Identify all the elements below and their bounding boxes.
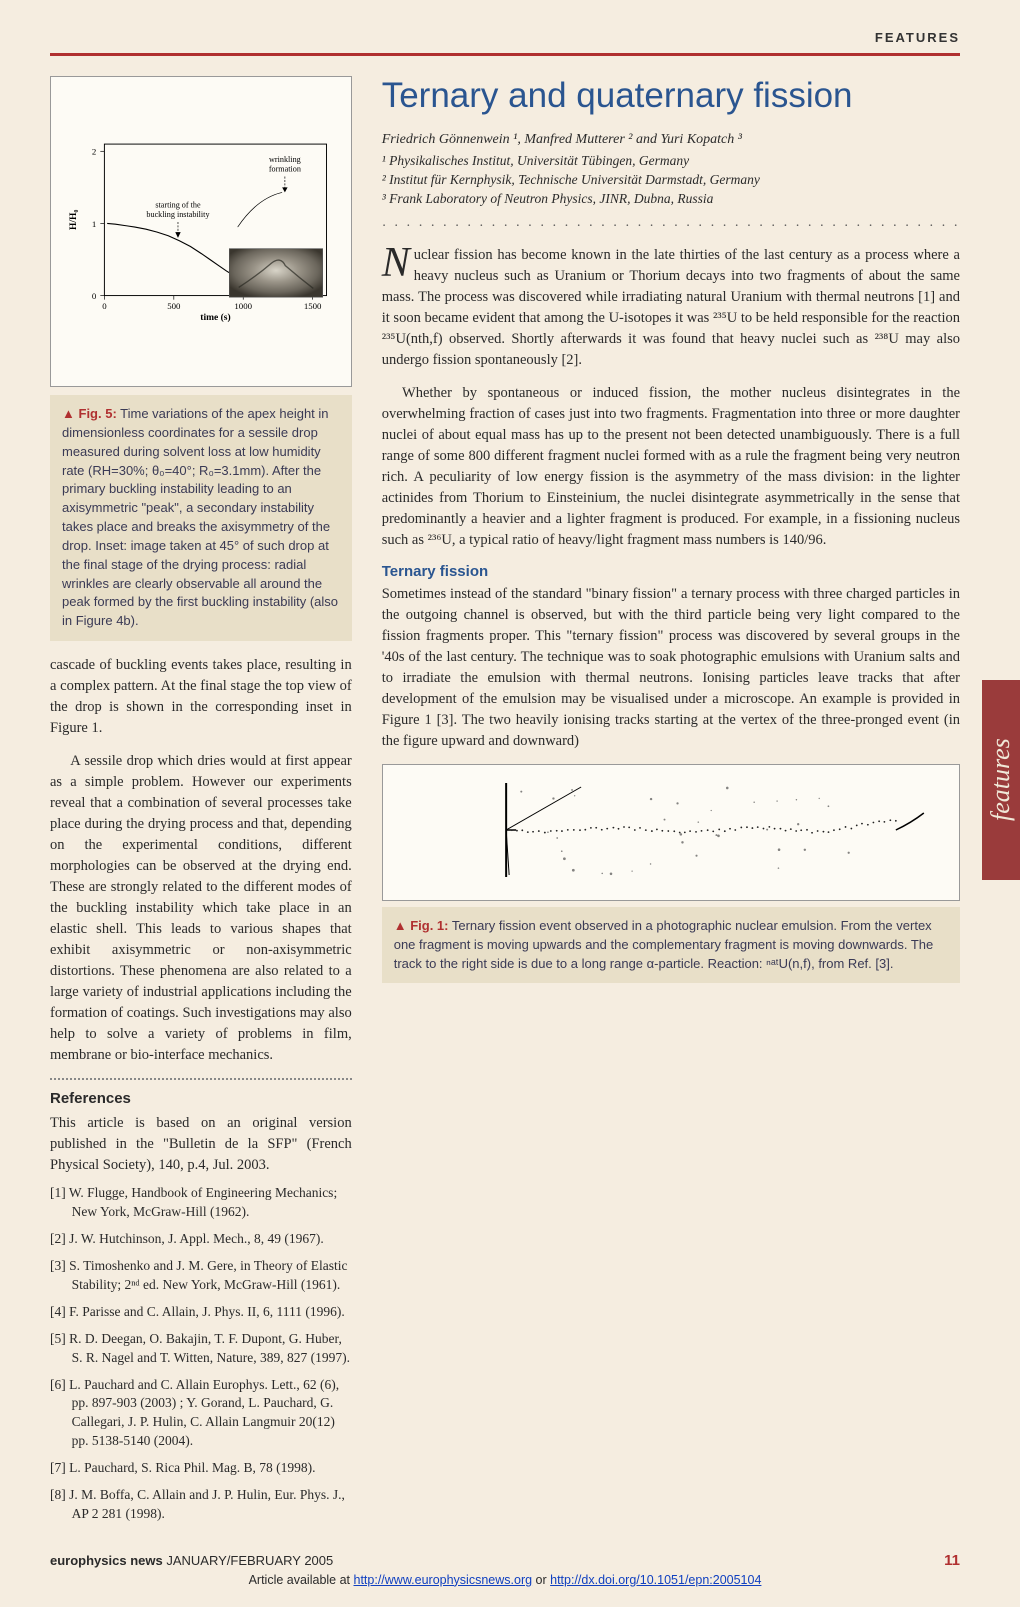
svg-text:0: 0 [92, 291, 97, 301]
footer-availability: Article available at http://www.europhys… [50, 1573, 960, 1587]
left-column: 0 500 1000 1500 0 1 2 wrinklingformation startin… [50, 76, 352, 1532]
article-p1-text: uclear fission has become known in the l… [382, 247, 960, 368]
figure-5-chart: 0 500 1000 1500 0 1 2 wrinklingformation startin… [65, 89, 337, 369]
footer-link-2[interactable]: http://dx.doi.org/10.1051/epn:2005104 [550, 1573, 761, 1587]
article-authors: Friedrich Gönnenwein ¹, Manfred Mutterer… [382, 130, 960, 150]
references-divider [50, 1078, 352, 1080]
article-paragraph-3: Sometimes instead of the standard "binar… [382, 584, 960, 752]
reference-item: [8] J. M. Boffa, C. Allain and J. P. Hul… [50, 1486, 352, 1524]
footer-journal: europhysics news [50, 1553, 163, 1568]
references-intro: This article is based on an original ver… [50, 1113, 352, 1176]
svg-text:0: 0 [102, 301, 107, 311]
figure-5-caption-text: Time variations of the apex height in di… [62, 406, 338, 628]
reference-item: [1] W. Flugge, Handbook of Engineering M… [50, 1184, 352, 1222]
svg-text:buckling instability: buckling instability [146, 210, 210, 219]
article-title: Ternary and quaternary fission [382, 76, 960, 116]
reference-item: [7] L. Pauchard, S. Rica Phil. Mag. B, 7… [50, 1459, 352, 1478]
avail-pre: Article available at [249, 1573, 354, 1587]
svg-text:H/H₀: H/H₀ [69, 210, 79, 230]
article-paragraph-1: Nuclear fission has become known in the … [382, 245, 960, 371]
svg-text:2: 2 [92, 147, 96, 157]
dotted-separator: · · · · · · · · · · · · · · · · · · · · … [382, 219, 960, 235]
header-rule [50, 53, 960, 56]
header-section-label: FEATURES [50, 30, 960, 45]
caption-triangle-icon: ▲ [394, 918, 407, 933]
svg-text:500: 500 [167, 301, 181, 311]
right-column: Ternary and quaternary fission Friedrich… [382, 76, 960, 1532]
figure-5-label: Fig. 5: [79, 406, 117, 421]
affiliation: ¹ Physikalisches Institut, Universität T… [382, 152, 960, 171]
footer-left: europhysics news JANUARY/FEBRUARY 2005 [50, 1553, 333, 1568]
dropcap: N [382, 245, 414, 283]
left-paragraph-1: cascade of buckling events takes place, … [50, 655, 352, 739]
figure-1-caption-text: Ternary fission event observed in a phot… [394, 918, 934, 971]
avail-mid: or [532, 1573, 550, 1587]
left-paragraph-2: A sessile drop which dries would at firs… [50, 751, 352, 1066]
caption-triangle-icon: ▲ [62, 406, 75, 421]
figure-1-label: Fig. 1: [410, 918, 448, 933]
reference-item: [4] F. Parisse and C. Allain, J. Phys. I… [50, 1303, 352, 1322]
svg-text:formation: formation [269, 164, 301, 173]
affiliation: ³ Frank Laboratory of Neutron Physics, J… [382, 190, 960, 209]
svg-text:time (s): time (s) [200, 312, 230, 323]
reference-item: [6] L. Pauchard and C. Allain Europhys. … [50, 1376, 352, 1452]
page-footer: europhysics news JANUARY/FEBRUARY 2005 1… [50, 1552, 960, 1569]
references-list: [1] W. Flugge, Handbook of Engineering M… [50, 1184, 352, 1523]
figure-1-box [382, 764, 960, 901]
section-heading-ternary: Ternary fission [382, 563, 960, 580]
reference-item: [2] J. W. Hutchinson, J. Appl. Mech., 8,… [50, 1230, 352, 1249]
references-heading: References [50, 1090, 352, 1107]
figure-1-caption: ▲ Fig. 1: Ternary fission event observed… [382, 907, 960, 984]
article-affiliations: ¹ Physikalisches Institut, Universität T… [382, 152, 960, 209]
svg-text:wrinkling: wrinkling [269, 155, 301, 164]
svg-text:starting of the: starting of the [155, 201, 201, 210]
footer-issue: JANUARY/FEBRUARY 2005 [163, 1553, 334, 1568]
svg-text:1000: 1000 [234, 301, 252, 311]
figure-1-image [393, 775, 949, 885]
article-paragraph-2: Whether by spontaneous or induced fissio… [382, 383, 960, 551]
figure-5-box: 0 500 1000 1500 0 1 2 wrinklingformation startin… [50, 76, 352, 387]
footer-link-1[interactable]: http://www.europhysicsnews.org [354, 1573, 533, 1587]
side-tab-features: features [982, 680, 1020, 880]
reference-item: [5] R. D. Deegan, O. Bakajin, T. F. Dupo… [50, 1330, 352, 1368]
svg-text:1500: 1500 [304, 301, 322, 311]
affiliation: ² Institut für Kernphysik, Technische Un… [382, 171, 960, 190]
figure-5-caption: ▲ Fig. 5: Time variations of the apex he… [50, 395, 352, 641]
page-number: 11 [944, 1552, 960, 1569]
svg-text:1: 1 [92, 219, 96, 229]
reference-item: [3] S. Timoshenko and J. M. Gere, in The… [50, 1257, 352, 1295]
